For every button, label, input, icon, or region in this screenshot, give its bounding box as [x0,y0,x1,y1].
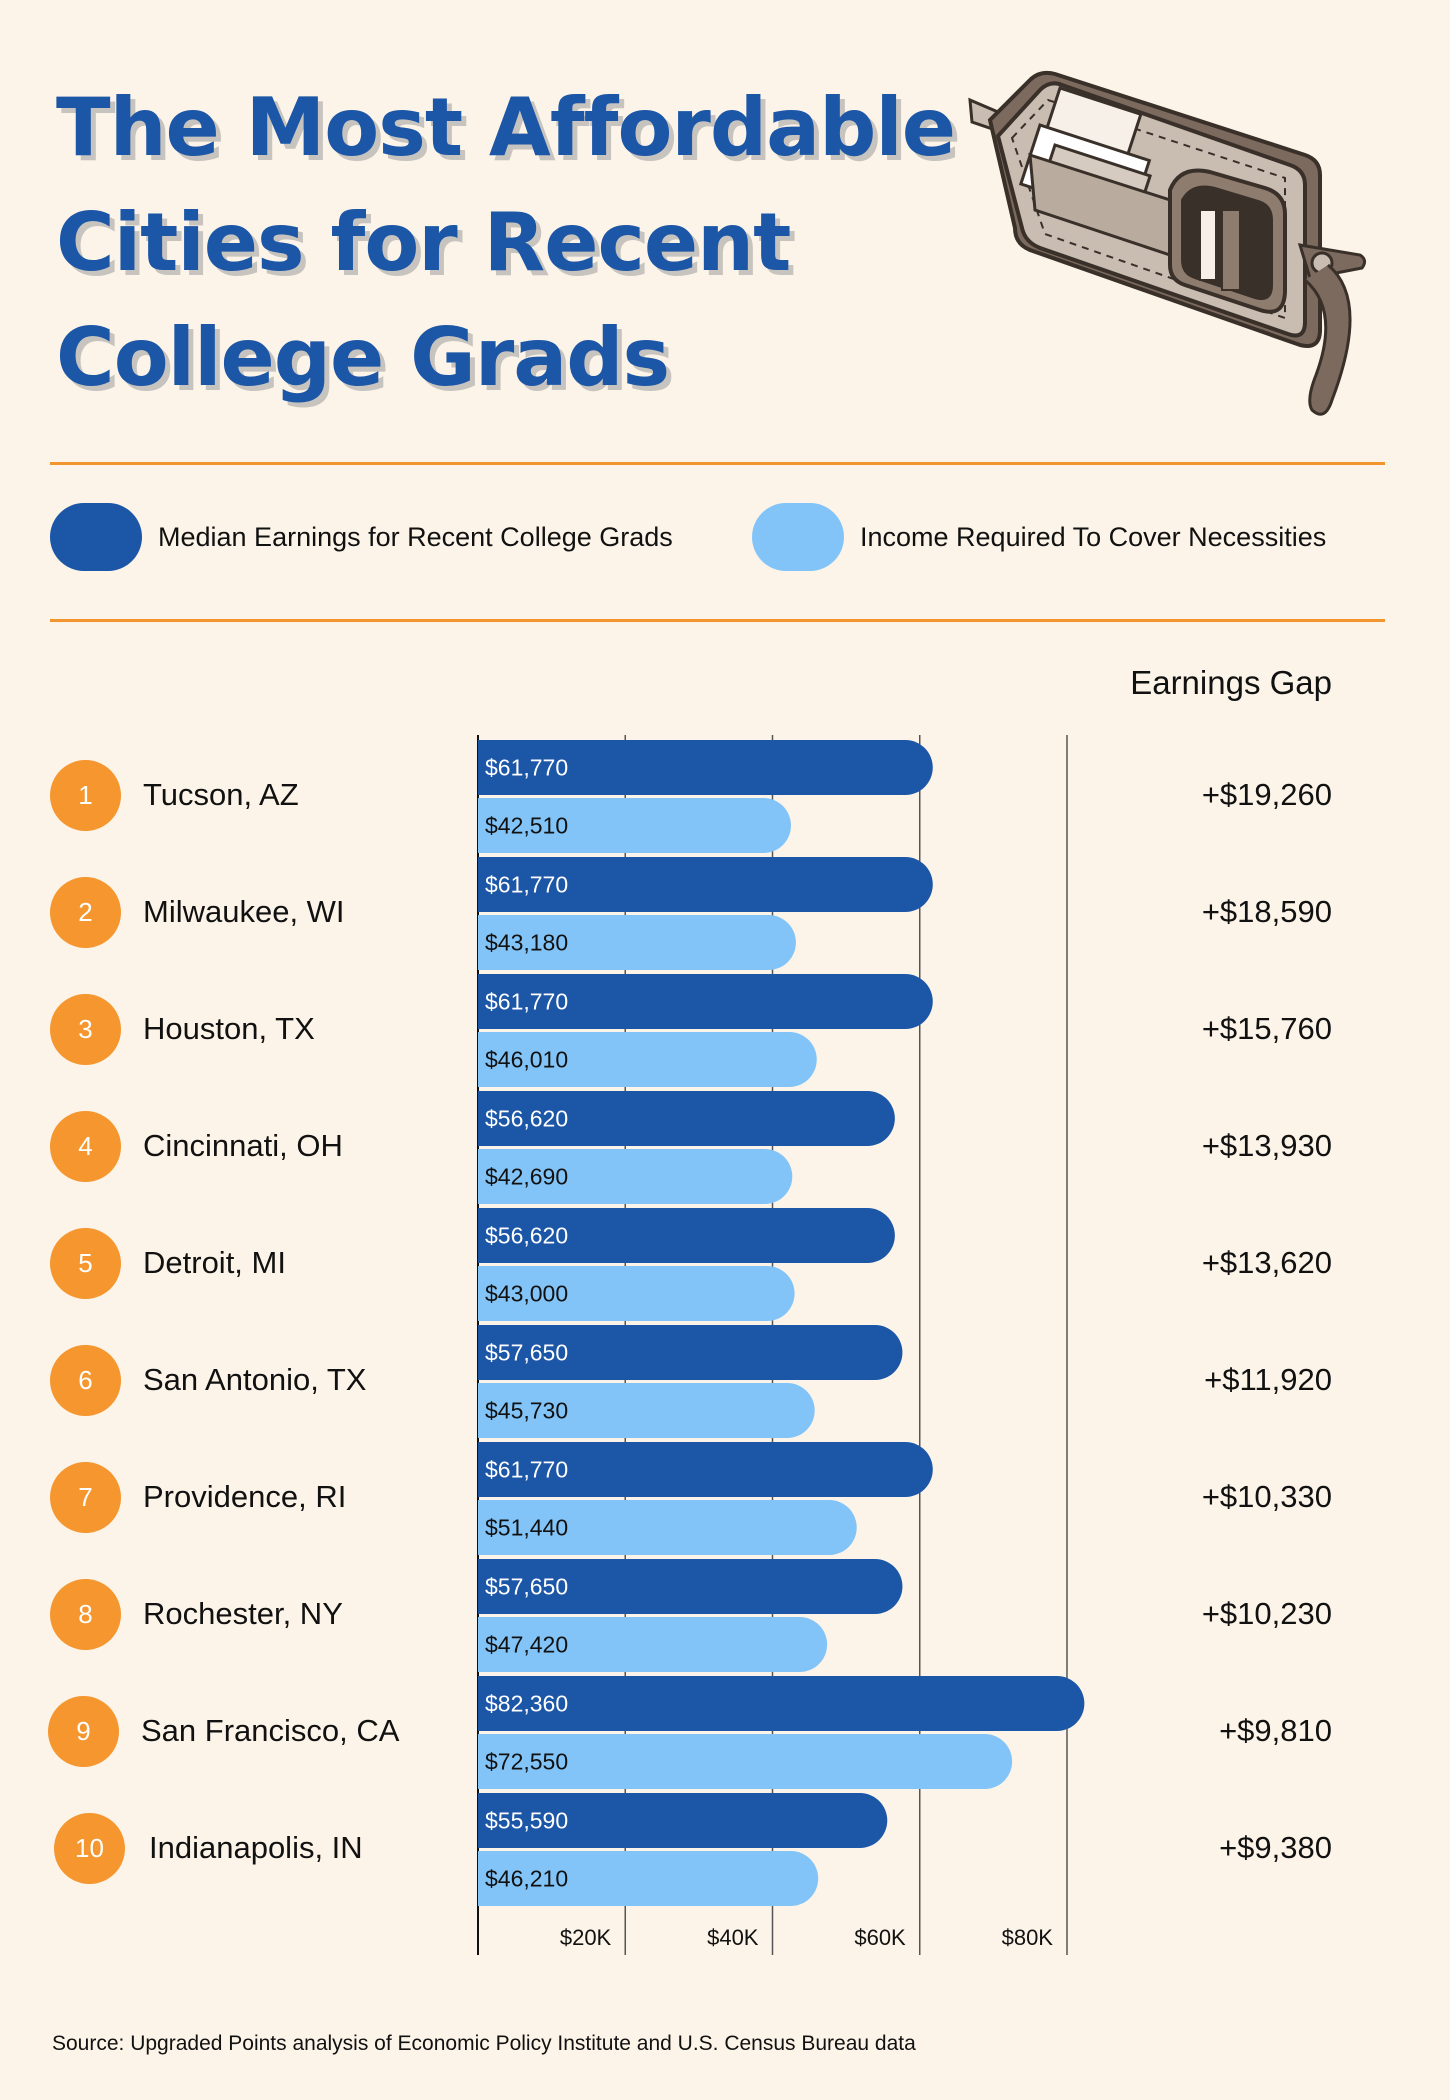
bar-label-required: $72,550 [485,1749,568,1775]
earnings-gap-value: +$15,760 [1201,1011,1332,1046]
bar-label-required: $42,690 [485,1164,568,1190]
bar-earnings [478,974,933,1029]
earnings-gap-value: +$18,590 [1201,894,1332,929]
table-row: 2 Milwaukee, WI +$18,590 [0,857,1450,974]
bar-required [478,1266,795,1321]
bar-label-earnings: $61,770 [485,755,568,781]
earnings-gap-value: +$10,230 [1201,1596,1332,1631]
rank-badge: 3 [50,994,121,1065]
city-name: Providence, RI [143,1479,347,1514]
legend-item-required: Income Required To Cover Necessities [752,500,1326,574]
bar-label-required: $42,510 [485,813,568,839]
earnings-gap-value: +$11,920 [1204,1362,1332,1397]
bar-required [478,1734,1013,1789]
table-row: 7 Providence, RI +$10,330 [0,1442,1450,1559]
city-name: Indianapolis, IN [149,1830,363,1865]
bar-label-earnings: $57,650 [485,1340,568,1366]
rank-badge: 1 [50,760,121,831]
bar-earnings [478,857,933,912]
legend-label-earnings: Median Earnings for Recent College Grads [158,521,673,552]
bar-required [478,1383,815,1438]
source-note: Source: Upgraded Points analysis of Econ… [52,2032,916,2055]
legend-swatch-required [752,503,844,571]
bar-label-earnings: $61,770 [485,872,568,898]
bar-earnings [478,1208,895,1263]
bar-label-required: $47,420 [485,1632,568,1658]
bar-label-required: $51,440 [485,1515,568,1541]
x-tick-label: $60K [854,1925,906,1950]
earnings-gap-value: +$9,380 [1219,1830,1332,1865]
bar-earnings [478,1793,888,1848]
x-tick-label: $20K [560,1925,612,1950]
bar-label-earnings: $61,770 [485,1457,568,1483]
bar-required [478,1032,817,1087]
earnings-gap-value: +$19,260 [1201,777,1332,812]
bar-label-earnings: $55,590 [485,1808,568,1834]
bar-label-required: $46,210 [485,1866,568,1892]
bar-label-required: $46,010 [485,1047,568,1073]
rank-badge: 8 [50,1579,121,1650]
rank-badge: 5 [50,1228,121,1299]
bar-required [478,798,791,853]
x-tick-label: $40K [707,1925,759,1950]
rank-badge: 7 [50,1462,121,1533]
bar-required [478,915,796,970]
city-name: San Antonio, TX [143,1362,367,1397]
earnings-gap-value: +$13,930 [1201,1128,1332,1163]
bar-earnings [478,1091,895,1146]
legend-label-required: Income Required To Cover Necessities [860,521,1327,552]
bar-label-required: $43,000 [485,1281,568,1307]
city-name: Rochester, NY [143,1596,343,1631]
city-name: Cincinnati, OH [143,1128,343,1163]
earnings-gap-value: +$9,810 [1219,1713,1332,1748]
bar-required [478,1149,793,1204]
bottom-divider [50,619,1385,622]
rank-badge: 10 [54,1813,125,1884]
bar-earnings [478,1325,903,1380]
rank-badge: 9 [48,1696,119,1767]
bar-label-earnings: $56,620 [485,1106,568,1132]
bar-required [478,1500,857,1555]
bar-label-earnings: $61,770 [485,989,568,1015]
top-divider [50,462,1385,465]
table-row: 10 Indianapolis, IN +$9,380 [0,1793,1450,1910]
bar-chart: $20K $40K $60K $80K $61,770 $42,510 $61,770 $43… [477,735,1085,1955]
city-name: Milwaukee, WI [143,894,345,929]
table-row: 5 Detroit, MI +$13,620 [0,1208,1450,1325]
bar-label-required: $43,180 [485,930,568,956]
bar-earnings [478,740,933,795]
earnings-gap-value: +$10,330 [1201,1479,1332,1514]
bar-required [478,1617,828,1672]
table-row: 3 Houston, TX +$15,760 [0,974,1450,1091]
earnings-gap-value: +$13,620 [1201,1245,1332,1280]
table-row: 8 Rochester, NY +$10,230 [0,1559,1450,1676]
page-title: The Most Affordable Cities for Recent Co… [56,81,956,404]
city-name: Detroit, MI [143,1245,286,1280]
legend-item-earnings: Median Earnings for Recent College Grads [50,500,673,574]
bar-earnings [478,1676,1085,1731]
city-name: San Francisco, CA [141,1713,400,1748]
rank-badge: 6 [50,1345,121,1416]
earnings-gap-header: Earnings Gap [1130,664,1332,701]
city-name: Tucson, AZ [143,777,299,812]
table-row: 6 San Antonio, TX +$11,920 [0,1325,1450,1442]
table-row: 4 Cincinnati, OH +$13,930 [0,1091,1450,1208]
x-tick-label: $80K [1002,1925,1054,1950]
wallet-icon [968,70,1367,416]
bar-label-earnings: $56,620 [485,1223,568,1249]
city-name: Houston, TX [143,1011,315,1046]
bar-label-earnings: $57,650 [485,1574,568,1600]
bar-label-earnings: $82,360 [485,1691,568,1717]
bar-label-required: $45,730 [485,1398,568,1424]
legend-swatch-earnings [50,503,142,571]
table-row: 9 San Francisco, CA +$9,810 [0,1676,1450,1793]
rank-badge: 2 [50,877,121,948]
table-row: 1 Tucson, AZ +$19,260 [0,740,1450,857]
bar-earnings [478,1442,933,1497]
bar-earnings [478,1559,903,1614]
rank-badge: 4 [50,1111,121,1182]
bar-required [478,1851,819,1906]
